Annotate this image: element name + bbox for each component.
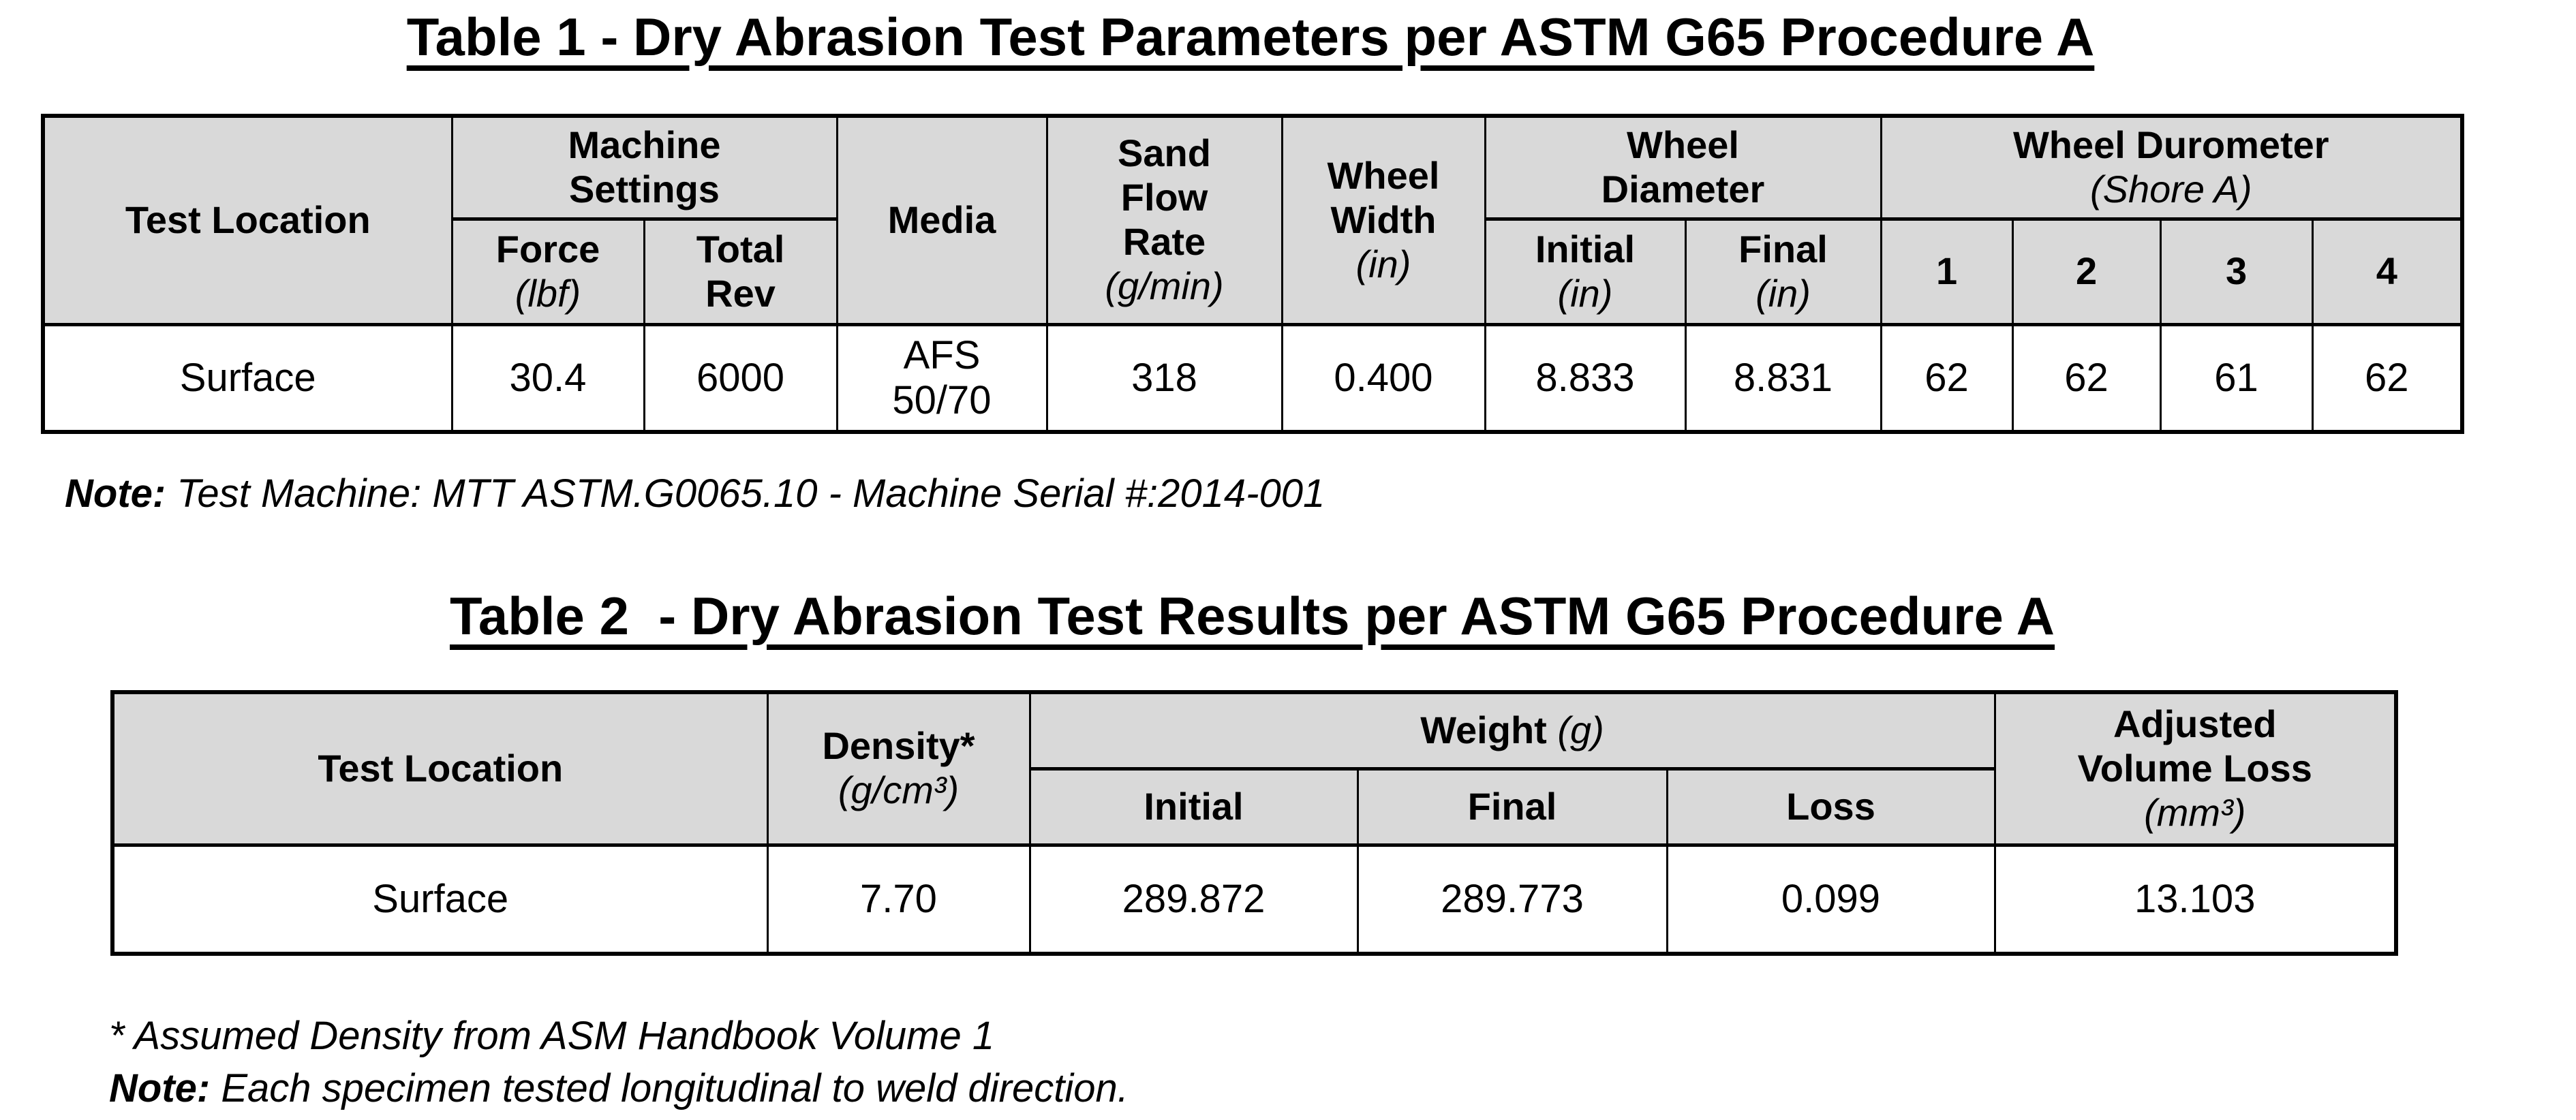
footnote-note-text: Each specimen tested longitudinal to wel… xyxy=(210,1066,1129,1110)
t2-cell-weight-final: 289.773 xyxy=(1356,843,1668,956)
t1-header-durometer-2: 2 xyxy=(2011,217,2162,326)
t1-cell-total-rev: 6000 xyxy=(643,322,838,434)
table1-title-text: Table 1 - Dry Abrasion Test Parameters p… xyxy=(406,7,2095,67)
t1-header-sand-flow-rate-unit: (g/min) xyxy=(1105,264,1224,308)
t1-header-diameter-initial-unit: (in) xyxy=(1557,271,1613,315)
footnote-density-assumption-text: * Assumed Density from ASM Handbook Volu… xyxy=(109,1014,995,1058)
t1-header-total-rev: Total Rev xyxy=(643,217,838,326)
t1-header-durometer-4: 4 xyxy=(2311,217,2464,326)
table1-note-text: Test Machine: MTT ASTM.G0065.10 - Machin… xyxy=(166,471,1325,516)
t2-header-weight-unit: (g) xyxy=(1557,708,1604,751)
t2-header-weight-loss: Loss xyxy=(1666,766,1996,847)
t1-header-force-label: Force xyxy=(495,227,600,270)
t2-cell-density: 7.70 xyxy=(766,843,1031,956)
t1-cell-durometer-4: 62 xyxy=(2311,322,2464,434)
t1-header-wheel-width: Wheel Width (in) xyxy=(1281,114,1486,326)
t2-header-density-unit: (g/cm³) xyxy=(838,768,960,812)
t1-cell-durometer-1: 62 xyxy=(1880,322,2014,434)
table1-note: Note: Test Machine: MTT ASTM.G0065.10 - … xyxy=(65,470,1325,518)
t2-header-weight: Weight (g) xyxy=(1028,690,1996,771)
t1-cell-sand-flow-rate: 318 xyxy=(1045,322,1283,434)
table1-dry-abrasion-parameters: Test Location Machine Settings Media San… xyxy=(41,114,2465,434)
t1-header-wheel-width-label: Wheel Width xyxy=(1327,153,1440,241)
t2-header-adjusted-volume-loss-unit: (mm³) xyxy=(2144,790,2246,834)
t1-cell-force: 30.4 xyxy=(450,322,645,434)
table1-note-label: Note: xyxy=(65,471,166,516)
table1-title: Table 1 - Dry Abrasion Test Parameters p… xyxy=(41,7,2460,67)
t1-header-wheel-width-unit: (in) xyxy=(1355,242,1411,285)
footnote-density-assumption: * Assumed Density from ASM Handbook Volu… xyxy=(109,1010,1129,1062)
t1-data-row: Surface 30.4 6000 AFS 50/70 318 0.400 8.… xyxy=(42,322,2464,434)
t1-header-wheel-durometer-unit: (Shore A) xyxy=(2089,167,2252,211)
t2-header-adjusted-volume-loss-label: Adjusted Volume Loss xyxy=(2077,702,2312,790)
t1-header-diameter-final-unit: (in) xyxy=(1755,271,1811,315)
t1-header-force-unit: (lbf) xyxy=(515,271,581,315)
t2-cell-weight-initial: 289.872 xyxy=(1028,843,1359,956)
t2-header-weight-label: Weight xyxy=(1420,708,1547,751)
table2-title-text: Table 2 - Dry Abrasion Test Results per … xyxy=(449,586,2055,646)
t1-header-durometer-1: 1 xyxy=(1880,217,2014,326)
table2-dry-abrasion-results: Test Location Density* (g/cm³) Weight (g)… xyxy=(110,690,2398,956)
t1-cell-media: AFS 50/70 xyxy=(835,322,1048,434)
t1-cell-diameter-initial: 8.833 xyxy=(1484,322,1687,434)
t1-header-sand-flow-rate: Sand Flow Rate (g/min) xyxy=(1045,114,1283,326)
t1-header-diameter-final: Final (in) xyxy=(1684,217,1882,326)
t1-header-wheel-diameter: Wheel Diameter xyxy=(1484,114,1882,221)
t1-cell-durometer-3: 61 xyxy=(2159,322,2314,434)
t1-header-machine-settings: Machine Settings xyxy=(450,114,838,221)
t1-header-force: Force (lbf) xyxy=(450,217,645,326)
t2-cell-weight-loss: 0.099 xyxy=(1666,843,1996,956)
t1-header-wheel-durometer-label: Wheel Durometer xyxy=(2012,123,2329,166)
footnote-note: Note: Each specimen tested longitudinal … xyxy=(109,1062,1129,1115)
t1-cell-test-location: Surface xyxy=(42,322,453,434)
t1-header-wheel-durometer: Wheel Durometer (Shore A) xyxy=(1880,114,2464,221)
t1-cell-wheel-width: 0.400 xyxy=(1281,322,1486,434)
t2-cell-adjusted-volume-loss: 13.103 xyxy=(1993,843,2397,956)
t2-header-weight-initial: Initial xyxy=(1028,766,1359,847)
t2-data-row: Surface 7.70 289.872 289.773 0.099 13.10… xyxy=(111,843,2397,956)
footnote-note-label: Note: xyxy=(109,1066,211,1110)
table2-footnotes: * Assumed Density from ASM Handbook Volu… xyxy=(109,1010,1129,1115)
t1-header-durometer-3: 3 xyxy=(2159,217,2314,326)
t2-header-test-location: Test Location xyxy=(111,690,769,847)
t2-header-density-label: Density* xyxy=(822,724,975,768)
t2-header-adjusted-volume-loss: Adjusted Volume Loss (mm³) xyxy=(1993,690,2397,847)
table2-title: Table 2 - Dry Abrasion Test Results per … xyxy=(110,587,2394,646)
t1-header-diameter-initial: Initial (in) xyxy=(1484,217,1687,326)
t1-header-media: Media xyxy=(835,114,1048,326)
t1-header-sand-flow-rate-label: Sand Flow Rate xyxy=(1118,131,1211,264)
t1-header-diameter-final-label: Final xyxy=(1738,227,1828,270)
t2-cell-test-location: Surface xyxy=(111,843,769,956)
t1-cell-durometer-2: 62 xyxy=(2011,322,2162,434)
t2-header-density: Density* (g/cm³) xyxy=(766,690,1031,847)
t2-header-weight-final: Final xyxy=(1356,766,1668,847)
t1-header-diameter-initial-label: Initial xyxy=(1535,227,1636,270)
t1-header-test-location: Test Location xyxy=(42,114,453,326)
t1-cell-diameter-final: 8.831 xyxy=(1684,322,1882,434)
